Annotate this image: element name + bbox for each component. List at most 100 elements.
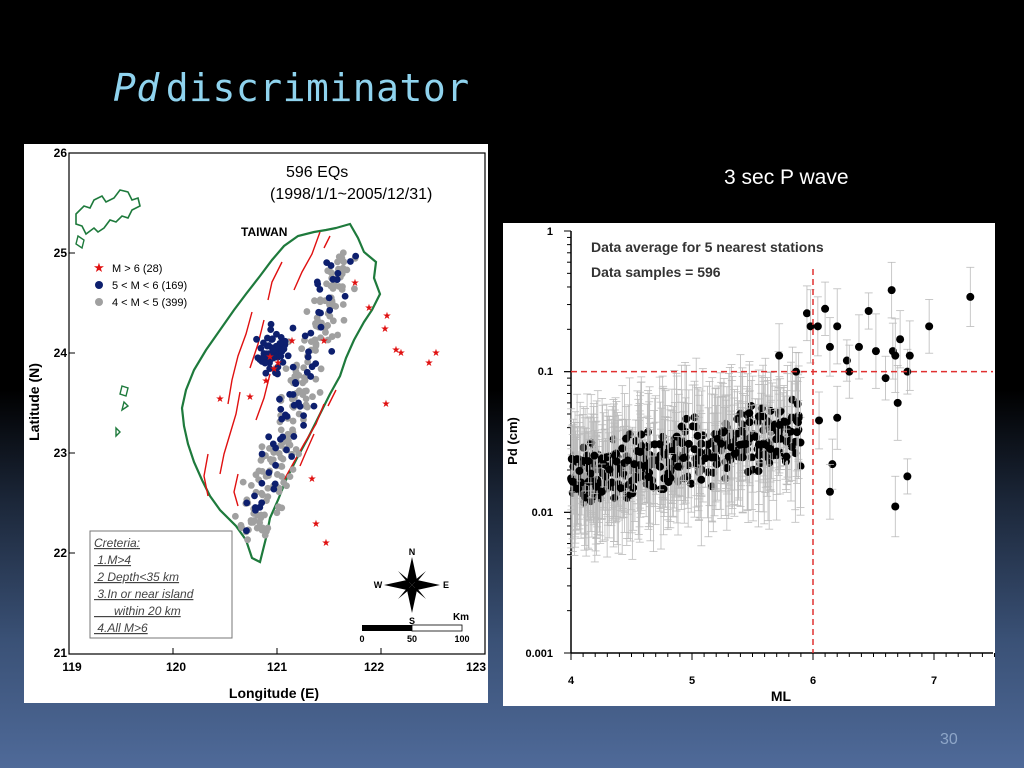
data-point <box>766 445 775 454</box>
scale-unit: Km <box>453 612 469 623</box>
quake-small <box>304 358 312 366</box>
data-point <box>925 322 934 331</box>
chart-ylabel: Pd (cm) <box>505 417 520 465</box>
quake-mid <box>258 450 266 458</box>
scale-segment-light <box>411 624 463 632</box>
quake-small <box>299 379 307 387</box>
quake-small <box>261 531 269 539</box>
data-point <box>623 456 632 465</box>
chart-points <box>567 261 975 563</box>
scale-tick: 0 <box>359 634 364 644</box>
map-svg: 26 25 24 23 22 21 119 120 121 122 123 Lo… <box>26 146 486 701</box>
scale-tick: 100 <box>454 634 469 644</box>
map-ytick: 26 <box>54 146 68 160</box>
quake-mid <box>251 504 259 511</box>
map-ytick: 21 <box>54 646 68 660</box>
quake-mid <box>334 269 342 277</box>
map-ytick: 25 <box>54 246 68 260</box>
criteria-box: Creteria: 1.M>4 2 Depth<35 km 3.In or ne… <box>89 530 233 639</box>
quake-large-star: ★ <box>216 394 225 405</box>
data-point <box>903 472 912 481</box>
quake-mid <box>281 337 289 345</box>
quake-small <box>339 283 346 291</box>
quake-small <box>284 430 292 438</box>
data-point <box>679 454 688 463</box>
x-tick-label: 6 <box>810 675 816 687</box>
chart-svg: 1 0.1 0.01 0.001 4 5 6 7 ML Pd (cm) Data… <box>505 226 995 704</box>
quake-small <box>253 524 261 532</box>
quake-small <box>339 249 347 257</box>
quake-mid <box>315 308 323 316</box>
chart-title: Data average for 5 nearest stations <box>591 239 824 255</box>
quake-mid <box>279 358 287 366</box>
data-point <box>696 439 705 448</box>
data-point <box>684 439 693 448</box>
quake-mid <box>274 363 282 371</box>
quake-small <box>351 285 358 293</box>
quake-small <box>302 402 310 410</box>
quake-mid <box>300 421 307 429</box>
quake-mid <box>288 453 296 460</box>
quake-mid <box>291 379 299 386</box>
quake-small <box>282 365 290 373</box>
quake-large-star: ★ <box>382 399 391 410</box>
quake-small <box>329 317 337 325</box>
scale-bar: Km 0 50 100 <box>359 612 469 644</box>
quake-large-star: ★ <box>397 348 406 359</box>
quake-mid <box>323 259 331 267</box>
quake-small <box>343 266 351 274</box>
map-xtick: 120 <box>166 660 186 674</box>
quake-small <box>279 455 287 463</box>
data-point <box>693 431 702 440</box>
quake-mid <box>254 354 262 362</box>
quake-mid <box>267 320 275 328</box>
quake-large-star: ★ <box>432 348 441 359</box>
quake-small <box>244 536 251 544</box>
map-ytick: 22 <box>54 546 68 560</box>
quake-large-star: ★ <box>351 278 360 289</box>
quake-mid <box>312 360 320 368</box>
data-point <box>573 484 582 493</box>
quake-small <box>326 301 333 309</box>
data-point <box>612 457 621 466</box>
quake-mid <box>263 342 271 350</box>
quake-mid <box>253 335 260 343</box>
quake-small <box>295 371 303 379</box>
data-point <box>660 450 669 459</box>
quake-mid <box>283 446 290 454</box>
data-point <box>618 444 627 453</box>
criteria-item: 1.M>4 <box>94 553 131 567</box>
data-point <box>744 467 753 476</box>
quake-large-star: ★ <box>365 303 374 314</box>
quake-mid <box>272 369 279 377</box>
data-point <box>630 460 639 469</box>
data-point <box>579 443 588 452</box>
quake-small <box>264 484 272 492</box>
data-point <box>712 460 721 469</box>
quake-mid <box>305 348 312 356</box>
quake-large-star: ★ <box>322 538 331 549</box>
data-point <box>577 478 586 487</box>
y-tick-label: 0.1 <box>538 366 553 378</box>
quake-small <box>255 467 263 475</box>
quake-large-star: ★ <box>425 358 434 369</box>
data-point <box>659 484 668 493</box>
quake-small <box>286 473 294 481</box>
quake-small <box>328 333 336 340</box>
data-point <box>575 466 584 475</box>
quake-small <box>317 334 324 342</box>
penghu-islands <box>115 385 130 438</box>
china-coast-island <box>75 234 85 250</box>
quake-small <box>247 482 255 489</box>
quake-mid <box>272 461 279 469</box>
quake-mid <box>265 469 273 476</box>
data-point <box>903 367 912 376</box>
data-point <box>813 322 822 331</box>
quake-mid <box>266 365 274 373</box>
quake-mid <box>326 306 334 314</box>
data-point <box>622 434 631 443</box>
quake-small <box>261 511 268 519</box>
slide-title-italic: Pd <box>113 66 160 110</box>
quake-mid <box>346 258 354 265</box>
data-point <box>905 351 914 360</box>
